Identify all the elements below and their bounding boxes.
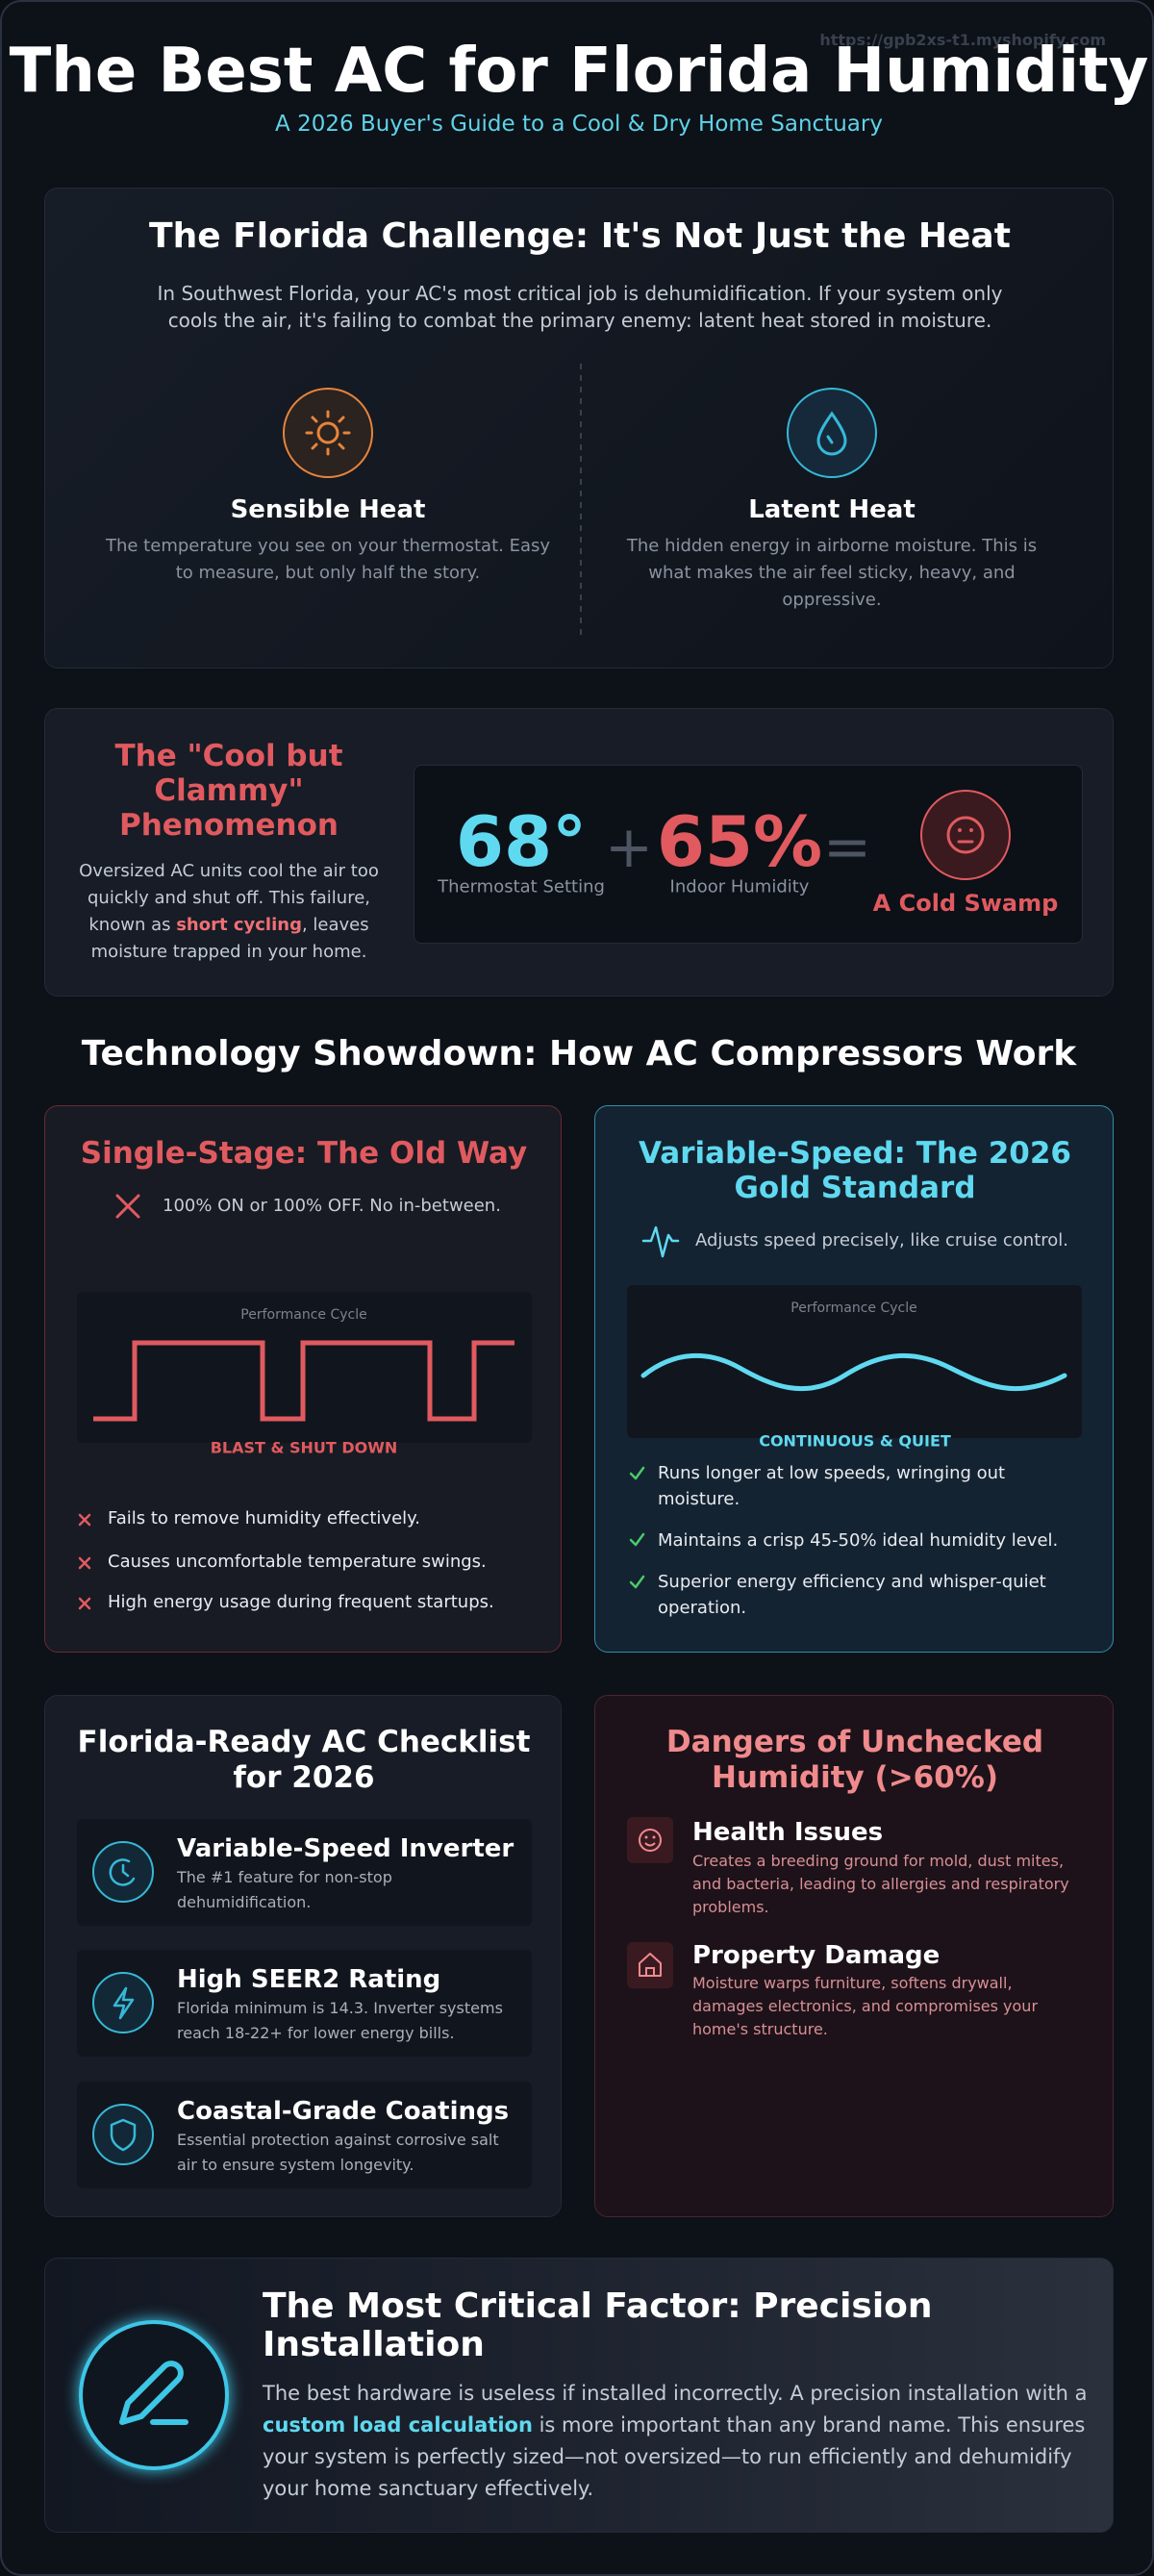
clammy-card: The "Cool but Clammy" Phenomenon Oversiz… <box>44 708 1114 997</box>
challenge-card: The Florida Challenge: It's Not Just the… <box>44 188 1114 669</box>
item-title: High SEER2 Rating <box>177 1965 441 1994</box>
item-text: The temperature you see on your thermost… <box>105 536 550 583</box>
item-title: Property Damage <box>692 1941 941 1970</box>
watermark: https://gpb2xs-t1.myshopify.com <box>819 31 1106 49</box>
bullet: Causes uncomfortable temperature swings. <box>108 1552 487 1572</box>
checklist-item: Coastal-Grade Coatings Essential protect… <box>77 2082 532 2188</box>
item-icon <box>92 1972 154 2033</box>
bullet: Fails to remove humidity effectively. <box>108 1508 420 1528</box>
section-text: In Southwest Florida, your AC's most cri… <box>157 282 1003 332</box>
card-title: Dangers of Unchecked Humidity (>60%) <box>665 1725 1044 1795</box>
equation-box: 68° Thermostat Setting + 65% Indoor Humi… <box>414 765 1083 944</box>
danger-icons <box>627 1817 673 1988</box>
cycle-chart: Performance Cycle <box>627 1285 1082 1438</box>
variable-speed-card: Variable-Speed: The 2026 Gold Standard A… <box>594 1105 1114 1653</box>
section-title: Technology Showdown: How AC Compressors … <box>81 1034 1077 1073</box>
checklist-item: High SEER2 Rating Florida minimum is 14.… <box>77 1950 532 2057</box>
challenge-icons <box>283 364 877 635</box>
page-title: The Best AC for Florida Humidity <box>9 36 1149 107</box>
section-title: The Florida Challenge: It's Not Just the… <box>149 216 1011 256</box>
page-subtitle: A 2026 Buyer's Guide to a Cool & Dry Hom… <box>275 112 883 137</box>
temperature: 68° <box>455 801 588 882</box>
section-title: The "Cool but Clammy" Phenomenon <box>114 739 343 843</box>
highlight: custom load calculation <box>263 2413 533 2437</box>
square-wave <box>93 1340 514 1422</box>
cycle-chart: Performance Cycle <box>77 1292 532 1443</box>
card-text: The best hardware is useless if installe… <box>263 2378 1090 2505</box>
chart-label: Performance Cycle <box>240 1307 367 1323</box>
item-icon <box>92 2104 154 2165</box>
card-title: Single-Stage: The Old Way <box>80 1136 528 1171</box>
card-title: Florida-Ready AC Checklist for 2026 <box>77 1725 531 1795</box>
section-text: Oversized AC units cool the air too quic… <box>65 858 392 966</box>
item-title: Coastal-Grade Coatings <box>177 2097 510 2126</box>
item-text: The hidden energy in airborne moisture. … <box>626 536 1038 610</box>
summary: 100% ON or 100% OFF. No in-between. <box>163 1196 501 1216</box>
bullet: High energy usage during frequent startu… <box>108 1592 494 1612</box>
item-icon <box>92 1841 154 1903</box>
install-icon <box>79 2320 229 2470</box>
bullet-icons <box>78 1513 91 1610</box>
result: A Cold Swamp <box>872 890 1059 917</box>
item-title: Latent Heat <box>748 495 916 524</box>
chart-label: Performance Cycle <box>790 1301 917 1316</box>
humidity: 65% <box>656 801 823 882</box>
summary: Adjusts speed precisely, like cruise con… <box>695 1230 1068 1250</box>
single-stage-card: Single-Stage: The Old Way 100% ON or 100… <box>44 1105 562 1653</box>
single-icons <box>115 1194 140 1219</box>
dangers-card: Dangers of Unchecked Humidity (>60%) Hea… <box>594 1695 1114 2217</box>
sine-wave <box>640 1352 1067 1392</box>
highlight: short cycling <box>176 915 302 935</box>
label: Thermostat Setting <box>438 876 605 897</box>
item-title: Health Issues <box>692 1818 884 1847</box>
chart-caption: CONTINUOUS & QUIET <box>759 1431 951 1451</box>
item-text: Moisture warps furniture, softens drywal… <box>692 1974 1039 2038</box>
checklist-item: Variable-Speed Inverter The #1 feature f… <box>77 1819 532 1926</box>
text: Oversized AC units cool the air too quic… <box>79 861 379 935</box>
variable-icons <box>629 1225 680 1589</box>
operator: = <box>822 814 872 881</box>
card-title: The Most Critical Factor: Precision Inst… <box>263 2286 933 2364</box>
text: , leaves moisture trapped in your home. <box>90 915 369 962</box>
item-text: Creates a breeding ground for mold, dust… <box>692 1852 1069 1916</box>
face-icon <box>920 790 1011 880</box>
item-text: The #1 feature for non-stop dehumidifica… <box>177 1868 392 1911</box>
card-title: Variable-Speed: The 2026 Gold Standard <box>638 1136 1071 1205</box>
label: Indoor Humidity <box>669 876 810 897</box>
bullet: Maintains a crisp 45-50% ideal humidity … <box>658 1530 1059 1551</box>
checklist-card: Florida-Ready AC Checklist for 2026 Vari… <box>44 1695 562 2217</box>
item-title: Variable-Speed Inverter <box>177 1834 514 1863</box>
item-text: Essential protection against corrosive s… <box>177 2131 499 2174</box>
item-text: Florida minimum is 14.3. Inverter system… <box>177 1999 503 2042</box>
bullet: Runs longer at low speeds, wringing out … <box>658 1463 1006 1509</box>
item-title: Sensible Heat <box>230 495 426 524</box>
bullet: Superior energy efficiency and whisper-q… <box>658 1572 1046 1618</box>
text: The best hardware is useless if installe… <box>263 2382 1088 2405</box>
text: is more important than any brand name. T… <box>263 2413 1086 2500</box>
chart-caption: BLAST & SHUT DOWN <box>210 1438 398 1457</box>
installation-card: The Most Critical Factor: Precision Inst… <box>44 2258 1114 2533</box>
operator: + <box>604 814 654 881</box>
